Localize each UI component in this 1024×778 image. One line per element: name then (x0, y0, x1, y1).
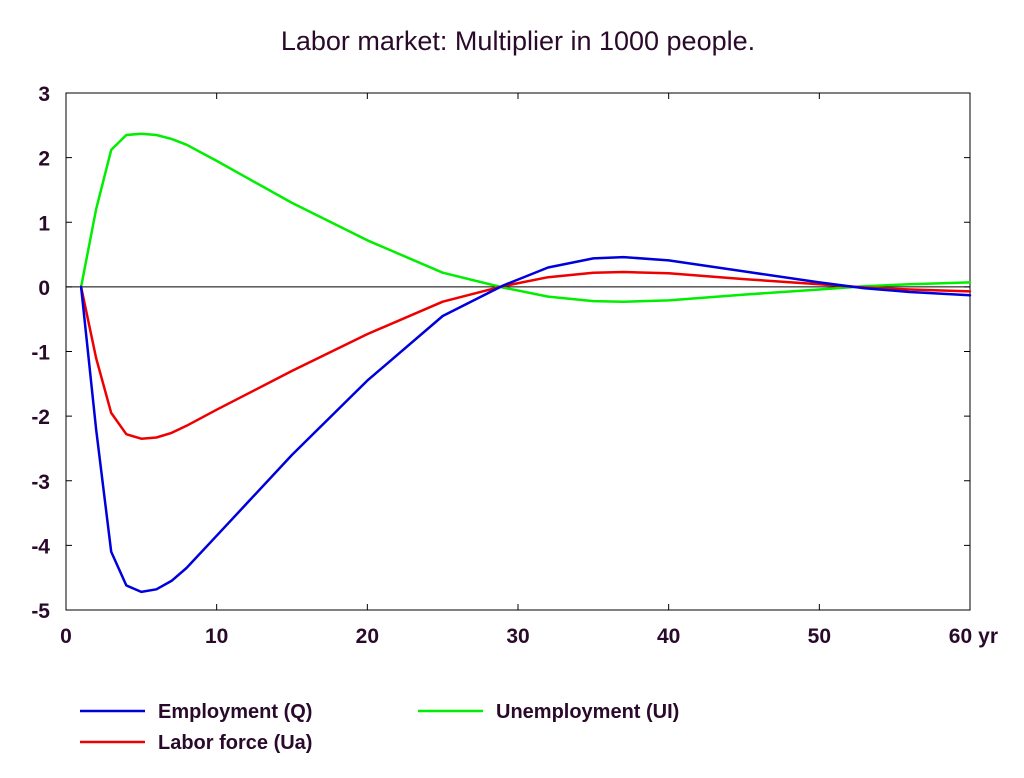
x-tick-label: 40 (657, 625, 680, 648)
y-tick-label: -1 (31, 342, 50, 365)
x-tick-label: 10 (205, 625, 228, 648)
legend: Employment (Q) Labor force (Ua) Unemployme… (80, 701, 679, 754)
x-tick-label: 30 (506, 625, 529, 648)
x-tick-label: 50 (808, 625, 831, 648)
plot-frame (65, 92, 971, 611)
legend-label: Labor force (Ua) (158, 732, 312, 754)
chart-axes (65, 92, 971, 611)
y-tick-label: -2 (31, 406, 50, 429)
y-tick-label: -3 (31, 471, 50, 494)
y-tick-label: 1 (38, 212, 50, 235)
y-tick-label: 2 (38, 148, 50, 171)
y-tick-label: 3 (38, 83, 50, 106)
series-line-0 (79, 255, 972, 594)
x-tick-label: 60 yr (949, 625, 998, 648)
series-line-2 (79, 132, 972, 303)
y-tick-label: -4 (31, 535, 50, 558)
x-tick-label: 20 (356, 625, 379, 648)
y-tick-label: -5 (31, 600, 50, 623)
x-unit-label: yr (978, 625, 998, 648)
legend-label: Unemployment (UI) (496, 701, 679, 723)
series-line-1 (79, 270, 972, 440)
series-lines (79, 132, 972, 594)
y-tick-label: 0 (38, 277, 50, 300)
x-tick-label: 0 (60, 625, 72, 648)
chart-title: Labor market: Multiplier in 1000 people. (281, 26, 755, 56)
legend-label: Employment (Q) (158, 701, 312, 723)
